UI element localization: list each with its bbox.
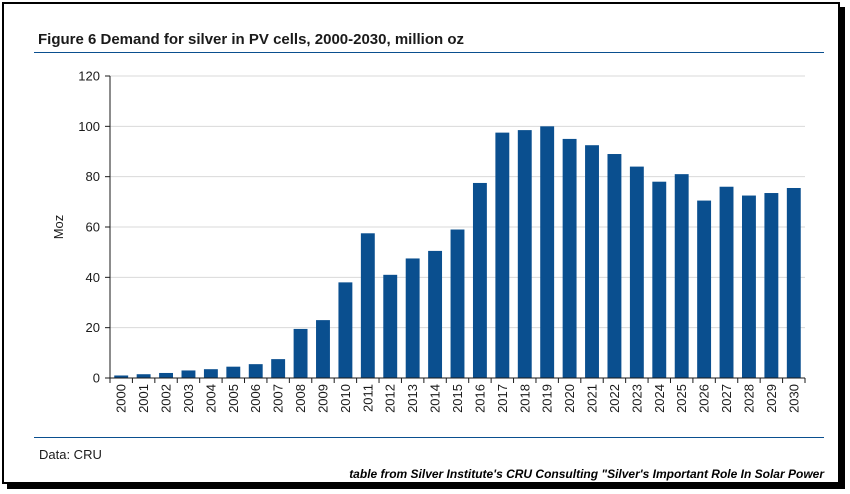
bar-2012 bbox=[383, 274, 398, 378]
y-tick-label: 60 bbox=[86, 220, 100, 235]
bar-2019 bbox=[540, 126, 555, 378]
x-tick-label: 2014 bbox=[428, 384, 443, 413]
bar-2016 bbox=[472, 182, 487, 378]
gridlines bbox=[110, 75, 805, 329]
bar-2014 bbox=[428, 250, 443, 378]
x-tick-label: 2022 bbox=[607, 384, 622, 413]
x-tick-label: 2028 bbox=[741, 384, 756, 413]
title-rule bbox=[34, 52, 824, 53]
x-tick-label: 2000 bbox=[114, 384, 129, 413]
bar-2005 bbox=[226, 366, 241, 378]
bar-2009 bbox=[316, 320, 330, 378]
x-tick-label: 2005 bbox=[226, 384, 241, 413]
bar-2011 bbox=[360, 233, 375, 378]
x-tick-label: 2006 bbox=[248, 384, 263, 413]
y-tick-label: 0 bbox=[93, 371, 100, 386]
bar-2013 bbox=[405, 258, 420, 378]
x-tick-label: 2020 bbox=[562, 384, 577, 413]
y-tick-label: 40 bbox=[86, 270, 100, 285]
x-tick-label: 2026 bbox=[697, 384, 712, 413]
x-tick-label: 2017 bbox=[495, 384, 510, 413]
footer-rule bbox=[34, 437, 824, 438]
bar-2023 bbox=[629, 166, 644, 378]
bar-2030 bbox=[786, 187, 801, 378]
x-tick-label: 2023 bbox=[629, 384, 644, 413]
x-tick-label: 2011 bbox=[360, 384, 375, 412]
y-tick-labels: 0 20 40 60 80 100 120 bbox=[78, 69, 100, 386]
bar-2021 bbox=[585, 145, 599, 378]
x-tick-label: 2025 bbox=[674, 384, 689, 413]
x-tick-label: 2002 bbox=[159, 384, 174, 413]
x-tick-label: 2024 bbox=[652, 384, 667, 413]
x-tick-label: 2015 bbox=[450, 384, 465, 413]
x-tick-label: 2008 bbox=[293, 384, 308, 413]
bar-2024 bbox=[652, 181, 667, 378]
bar-2017 bbox=[495, 132, 510, 378]
x-tick-label: 2030 bbox=[786, 384, 801, 413]
data-source: Data: CRU bbox=[39, 447, 102, 462]
bar-2015 bbox=[450, 229, 465, 378]
bar-2029 bbox=[764, 193, 779, 378]
y-tick-label: 20 bbox=[86, 320, 100, 335]
x-tick-label: 2013 bbox=[405, 384, 420, 413]
bar-2008 bbox=[293, 328, 308, 378]
bar-2004 bbox=[203, 369, 218, 378]
bar-2025 bbox=[674, 174, 689, 378]
chart-title: Figure 6 Demand for silver in PV cells, … bbox=[38, 31, 464, 48]
x-tick-label: 2010 bbox=[338, 384, 353, 413]
bar-2001 bbox=[136, 374, 151, 378]
bar-2000 bbox=[114, 375, 129, 378]
x-tick-label: 2004 bbox=[203, 384, 218, 413]
x-tick-label: 2009 bbox=[315, 384, 330, 413]
x-tick-label: 2003 bbox=[181, 384, 196, 413]
bar-2026 bbox=[697, 200, 712, 378]
bar-2006 bbox=[248, 364, 263, 378]
bar-2018 bbox=[517, 130, 532, 378]
x-tick-label: 2001 bbox=[136, 384, 151, 413]
bar-2007 bbox=[271, 359, 286, 378]
x-tick-label: 2016 bbox=[472, 384, 487, 413]
bar-2022 bbox=[607, 154, 622, 378]
x-tick-label: 2029 bbox=[764, 384, 779, 413]
bar-2010 bbox=[338, 282, 353, 378]
x-tick-label: 2019 bbox=[540, 384, 555, 413]
x-tick-label: 2012 bbox=[383, 384, 398, 413]
x-tick-label: 2027 bbox=[719, 384, 734, 413]
y-axis-label: Moz bbox=[51, 215, 66, 240]
y-tick-label: 80 bbox=[86, 169, 100, 184]
x-tick-label: 2007 bbox=[271, 384, 286, 413]
y-tick-label: 100 bbox=[78, 119, 100, 134]
image-credit: table from Silver Institute's CRU Consul… bbox=[349, 467, 824, 481]
bar-2020 bbox=[562, 138, 577, 378]
bar-2028 bbox=[742, 195, 756, 378]
axes bbox=[105, 75, 806, 383]
x-tick-label: 2018 bbox=[517, 384, 532, 413]
bar-2003 bbox=[181, 370, 196, 378]
bars bbox=[114, 126, 801, 378]
bar-2027 bbox=[719, 186, 734, 378]
x-tick-labels: 2000 2001 2002 2003 2004 2005 2006 2007 2008 2009… bbox=[114, 384, 802, 413]
bar-2002 bbox=[159, 372, 173, 378]
x-tick-label: 2021 bbox=[585, 384, 600, 413]
y-tick-label: 120 bbox=[78, 69, 100, 84]
